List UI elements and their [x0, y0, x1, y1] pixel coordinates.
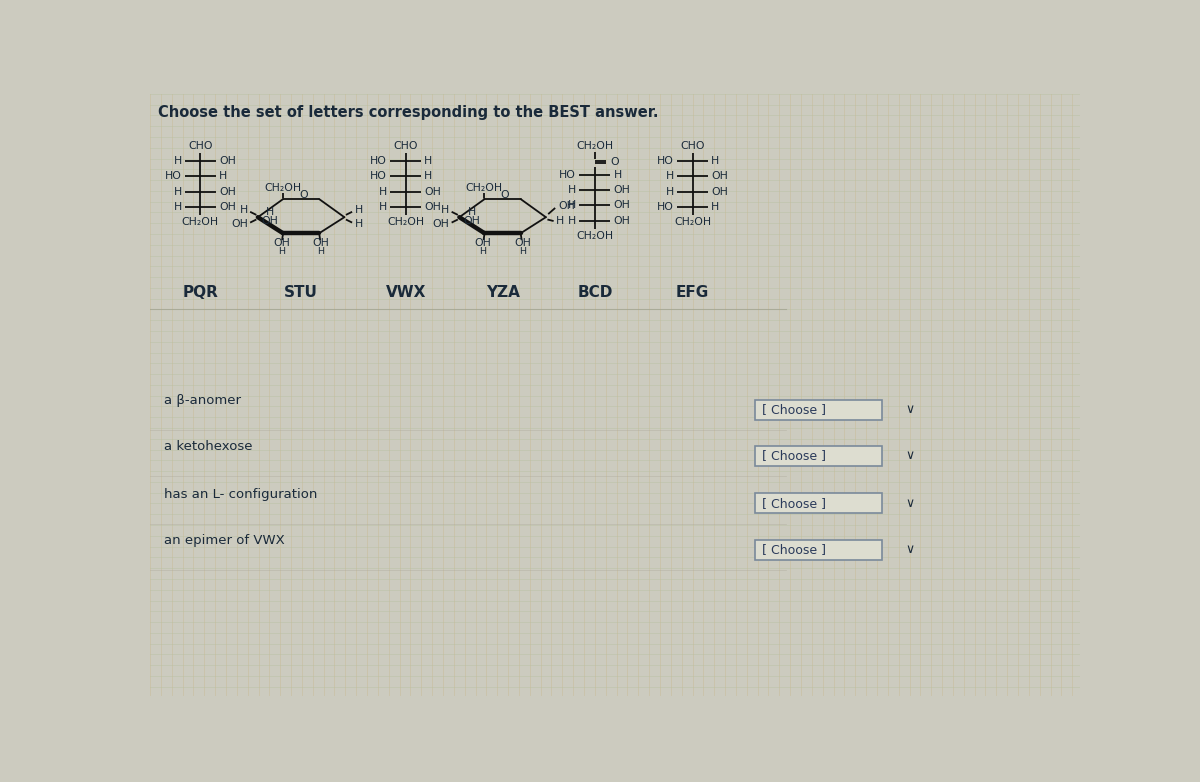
- Text: O: O: [500, 189, 509, 199]
- Text: ∨: ∨: [905, 543, 914, 556]
- Text: H: H: [379, 202, 388, 212]
- Text: HO: HO: [658, 202, 674, 212]
- Text: CH₂OH: CH₂OH: [388, 217, 425, 227]
- Text: OH: OH: [463, 216, 480, 226]
- Text: H: H: [425, 156, 433, 166]
- Text: YZA: YZA: [486, 285, 520, 300]
- Text: ∨: ∨: [905, 449, 914, 462]
- Text: CH₂OH: CH₂OH: [466, 183, 503, 192]
- Text: H: H: [666, 187, 674, 196]
- Text: VWX: VWX: [385, 285, 426, 300]
- Text: H: H: [174, 187, 181, 196]
- Text: H: H: [218, 171, 227, 181]
- Text: OH: OH: [613, 200, 630, 210]
- Text: OH: OH: [425, 202, 442, 212]
- Text: H: H: [712, 156, 719, 166]
- Text: H: H: [278, 247, 284, 256]
- Text: OH: OH: [432, 219, 449, 229]
- Text: OH: OH: [712, 187, 728, 196]
- Text: [ Choose ]: [ Choose ]: [762, 497, 827, 510]
- Text: [ Choose ]: [ Choose ]: [762, 449, 827, 462]
- Text: HO: HO: [559, 170, 576, 180]
- FancyBboxPatch shape: [755, 493, 882, 514]
- Text: HO: HO: [164, 171, 181, 181]
- Text: H: H: [556, 216, 564, 226]
- Text: EFG: EFG: [676, 285, 709, 300]
- Text: CHO: CHO: [680, 142, 704, 151]
- Text: H: H: [266, 206, 275, 217]
- Text: CH₂OH: CH₂OH: [182, 217, 218, 227]
- Text: OH: OH: [218, 202, 236, 212]
- Text: H: H: [379, 187, 388, 196]
- FancyBboxPatch shape: [755, 400, 882, 420]
- Text: H: H: [568, 200, 576, 210]
- Text: H: H: [568, 216, 576, 226]
- Text: a ketohexose: a ketohexose: [164, 440, 252, 453]
- Text: CH₂OH: CH₂OH: [264, 183, 301, 192]
- Text: CH₂OH: CH₂OH: [576, 231, 613, 241]
- Text: OH: OH: [230, 219, 248, 229]
- Text: ∨: ∨: [905, 497, 914, 510]
- Text: H: H: [666, 171, 674, 181]
- Text: O: O: [611, 156, 619, 167]
- Text: H: H: [174, 156, 181, 166]
- FancyBboxPatch shape: [755, 446, 882, 466]
- Text: STU: STU: [284, 285, 318, 300]
- Text: OH: OH: [474, 239, 491, 248]
- Text: H: H: [354, 219, 362, 229]
- Text: [ Choose ]: [ Choose ]: [762, 403, 827, 416]
- Text: H: H: [468, 206, 476, 217]
- Text: OH: OH: [218, 156, 236, 166]
- Text: OH: OH: [272, 239, 289, 248]
- Text: H: H: [442, 205, 449, 215]
- Text: OH: OH: [613, 216, 630, 226]
- Text: OH: OH: [425, 187, 442, 196]
- Text: H: H: [479, 247, 486, 256]
- Text: CHO: CHO: [188, 142, 212, 151]
- Text: OH: OH: [262, 216, 278, 226]
- Text: CH₂OH: CH₂OH: [674, 217, 712, 227]
- Text: H: H: [174, 202, 181, 212]
- Text: OH: OH: [218, 187, 236, 196]
- Text: OH: OH: [514, 239, 530, 248]
- Text: H: H: [613, 170, 622, 180]
- Text: HO: HO: [371, 171, 388, 181]
- Text: HO: HO: [371, 156, 388, 166]
- Text: BCD: BCD: [577, 285, 612, 300]
- Text: an epimer of VWX: an epimer of VWX: [164, 534, 284, 547]
- Text: H: H: [318, 247, 324, 256]
- Text: OH: OH: [712, 171, 728, 181]
- Text: H: H: [240, 205, 248, 215]
- Text: Choose the set of letters corresponding to the BEST answer.: Choose the set of letters corresponding …: [157, 105, 659, 120]
- Text: OH: OH: [312, 239, 329, 248]
- Text: O: O: [299, 189, 307, 199]
- Text: ∨: ∨: [905, 403, 914, 416]
- Text: CH₂OH: CH₂OH: [576, 142, 613, 151]
- Text: has an L- configuration: has an L- configuration: [164, 488, 317, 500]
- Text: a β-anomer: a β-anomer: [164, 394, 241, 407]
- Text: PQR: PQR: [182, 285, 218, 300]
- Text: OH: OH: [558, 201, 575, 210]
- Text: CHO: CHO: [394, 142, 418, 151]
- Text: H: H: [518, 247, 526, 256]
- Text: [ Choose ]: [ Choose ]: [762, 543, 827, 556]
- Text: HO: HO: [658, 156, 674, 166]
- Text: H: H: [354, 205, 362, 215]
- Text: H: H: [425, 171, 433, 181]
- Text: OH: OH: [613, 185, 630, 195]
- Text: H: H: [712, 202, 719, 212]
- FancyBboxPatch shape: [755, 540, 882, 560]
- Text: H: H: [568, 185, 576, 195]
